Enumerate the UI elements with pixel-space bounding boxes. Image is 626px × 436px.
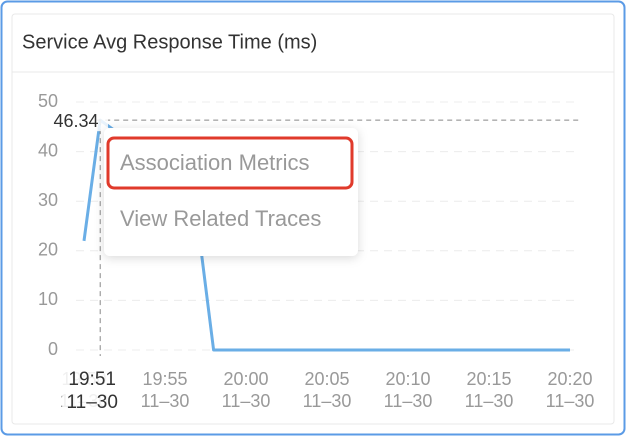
menu-item[interactable]: View Related Traces: [120, 206, 321, 231]
pointer-value-label: 46.34: [53, 111, 98, 131]
x-tick-date: 11–30: [384, 391, 433, 411]
x-tick-time: 20:15: [466, 369, 511, 389]
y-tick-label: 30: [38, 190, 58, 210]
panel-title: Service Avg Response Time (ms): [22, 31, 317, 53]
context-menu: [104, 128, 358, 256]
x-tick-time: 20:00: [223, 369, 268, 389]
pointer-x-bg: [62, 368, 139, 416]
pointer-value-bg: [44, 109, 108, 132]
x-tick-date: 11–30: [465, 391, 514, 411]
x-tick-date: 11–30: [222, 391, 271, 411]
x-tick-date: 11–30: [303, 391, 352, 411]
x-tick-time: 20:20: [547, 369, 592, 389]
y-tick-label: 20: [38, 240, 58, 260]
x-tick-time: 20:10: [385, 369, 430, 389]
y-tick-label: 0: [48, 339, 58, 359]
y-tick-label: 50: [38, 91, 58, 111]
menu-item[interactable]: Association Metrics: [120, 150, 310, 175]
pointer-x-time: 19:51: [68, 369, 116, 390]
x-tick-time: 19:55: [142, 369, 187, 389]
x-tick-date: 11–30: [141, 391, 190, 411]
y-tick-label: 40: [38, 140, 58, 160]
x-tick-date: 11–30: [546, 391, 595, 411]
highlight-box: [106, 136, 354, 190]
x-tick-time: 20:05: [304, 369, 349, 389]
y-tick-label: 10: [38, 289, 58, 309]
pointer-x-date: 11–30: [66, 392, 117, 413]
